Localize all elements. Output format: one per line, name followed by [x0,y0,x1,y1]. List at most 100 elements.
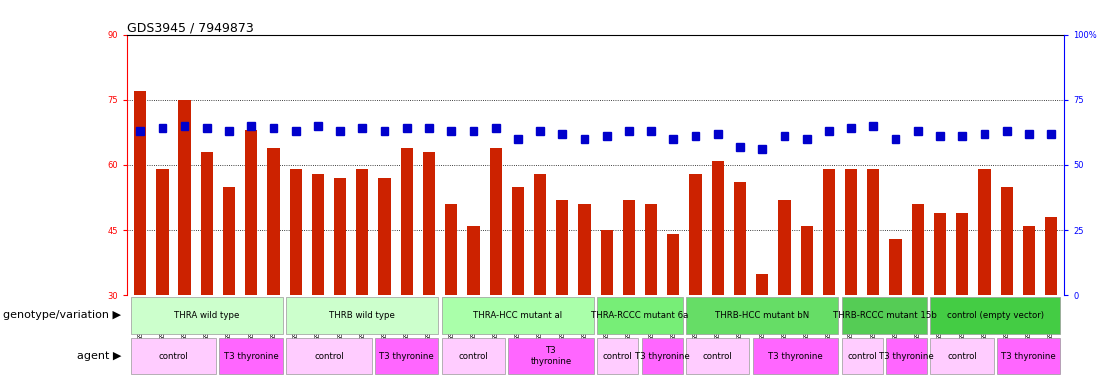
Text: T3
thyronine: T3 thyronine [531,346,571,366]
Bar [290,169,302,295]
Text: T3 thyronine: T3 thyronine [224,351,279,361]
Text: control: control [603,351,633,361]
Bar [425,124,432,132]
Bar [312,174,324,295]
Bar [1022,226,1035,295]
Bar [867,169,879,295]
Text: THRA wild type: THRA wild type [174,311,239,320]
Text: control: control [847,351,877,361]
Bar [847,124,855,132]
Bar [997,338,1060,374]
Bar [931,338,994,374]
Bar [670,135,677,143]
Bar [580,135,588,143]
Bar [959,132,966,140]
Text: control: control [947,351,977,361]
Bar [956,213,968,295]
Bar [157,169,169,295]
Text: control: control [314,351,344,361]
Bar [286,297,438,334]
Bar [1003,127,1010,135]
Bar [711,161,724,295]
Bar [558,130,566,137]
Text: T3 thyronine: T3 thyronine [635,351,689,361]
Bar [514,135,522,143]
Text: T3 thyronine: T3 thyronine [768,351,823,361]
Text: THRB wild type: THRB wild type [330,311,395,320]
Bar [603,132,611,140]
Bar [130,297,282,334]
Bar [757,273,769,295]
Bar [931,297,1060,334]
Text: THRB-HCC mutant bN: THRB-HCC mutant bN [715,311,810,320]
Text: GDS3945 / 7949873: GDS3945 / 7949873 [127,22,254,35]
Bar [801,226,813,295]
Bar [356,169,368,295]
Bar [556,200,568,295]
Bar [978,169,990,295]
Bar [201,152,213,295]
Bar [512,187,524,295]
Bar [381,127,388,135]
Bar [914,127,922,135]
Bar [845,169,857,295]
Bar [203,124,211,132]
Bar [759,145,767,153]
Bar [936,132,944,140]
Text: genotype/variation ▶: genotype/variation ▶ [3,311,121,321]
Bar [981,130,988,137]
Bar [647,127,655,135]
Bar [823,169,835,295]
Bar [470,127,478,135]
Bar [225,127,233,135]
Bar [1045,217,1057,295]
Bar [492,124,500,132]
Bar [842,297,928,334]
Bar [601,230,613,295]
Bar [736,143,743,151]
Text: agent ▶: agent ▶ [77,351,121,361]
Bar [714,130,721,137]
Bar [219,338,282,374]
Bar [645,204,657,295]
Bar [1047,130,1054,137]
Text: control: control [703,351,732,361]
Bar [689,174,702,295]
Bar [400,147,413,295]
Bar [422,152,435,295]
Bar [578,204,590,295]
Text: T3 thyronine: T3 thyronine [1002,351,1057,361]
Bar [267,147,279,295]
Text: THRA-HCC mutant al: THRA-HCC mutant al [473,311,563,320]
Bar [441,338,505,374]
Bar [733,182,746,295]
Bar [448,127,456,135]
Text: THRB-RCCC mutant 15b: THRB-RCCC mutant 15b [833,311,936,320]
Text: T3 thyronine: T3 thyronine [879,351,934,361]
Bar [642,338,683,374]
Bar [446,204,458,295]
Bar [269,124,277,132]
Bar [181,122,189,130]
Bar [441,297,593,334]
Bar [692,132,699,140]
Bar [490,147,502,295]
Bar [223,187,235,295]
Bar [891,135,899,143]
Text: control: control [459,351,489,361]
Text: control (empty vector): control (empty vector) [947,311,1045,320]
Bar [889,239,901,295]
Bar [137,127,144,135]
Bar [779,200,791,295]
Bar [358,124,366,132]
Bar [1000,187,1013,295]
Bar [179,100,191,295]
Bar [336,127,344,135]
Bar [508,338,593,374]
Bar [245,130,257,295]
Bar [1025,130,1032,137]
Bar [314,122,322,130]
Bar [912,204,924,295]
Bar [869,122,877,130]
Text: T3 thyronine: T3 thyronine [379,351,435,361]
